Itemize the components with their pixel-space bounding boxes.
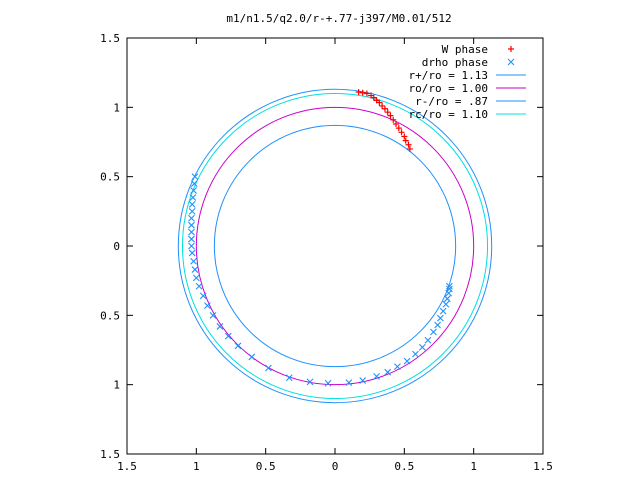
- drho-phase-point: [446, 282, 453, 290]
- drho-phase-point: [439, 307, 447, 315]
- drho-phase-point: [443, 295, 451, 303]
- y-tick-labels: 1.5 1 0.5 0 0.5 1 1.5: [100, 32, 120, 461]
- data-points: [188, 89, 453, 387]
- drho-phase-point: [209, 311, 217, 319]
- drho-phase-point: [412, 350, 419, 358]
- y-tick-label: 0: [113, 240, 120, 253]
- w-phase-point: [355, 89, 362, 96]
- drho-phase-point: [190, 187, 197, 194]
- legend-label: r-/ro = .87: [415, 95, 488, 108]
- drho-phase-point: [394, 363, 401, 371]
- circle-curves: [177, 88, 493, 404]
- legend-label: ro/ro = 1.00: [409, 82, 488, 95]
- x-tick-label: 1.5: [117, 460, 137, 473]
- circle-curve: [181, 92, 489, 400]
- w-phase-point: [401, 133, 408, 140]
- w-phase-point: [390, 116, 397, 123]
- drho-phase-point: [188, 249, 196, 257]
- drho-phase-point: [248, 353, 256, 361]
- drho-phase-point: [216, 323, 224, 330]
- drho-phase-point: [436, 314, 444, 322]
- drho-phase-point: [384, 368, 392, 376]
- w-phase-point: [393, 120, 400, 127]
- drho-phase-point: [403, 357, 411, 365]
- drho-phase-point: [285, 374, 293, 382]
- x-tick-label: 0: [332, 460, 339, 473]
- drho-phase-point: [191, 266, 199, 273]
- y-tick-label: 1: [113, 101, 120, 114]
- x-tick-label: 0.5: [394, 460, 414, 473]
- drho-phase-point: [190, 257, 197, 265]
- chart-title: m1/n1.5/q2.0/r-+.77-j397/M0.01/512: [226, 12, 451, 25]
- drho-phase-point: [430, 328, 437, 336]
- w-phase-point: [359, 89, 366, 96]
- drho-phase-point: [188, 242, 195, 250]
- w-phase-point: [395, 125, 402, 132]
- w-phase-point: [387, 112, 394, 119]
- drho-phase-point: [189, 194, 197, 201]
- legend-label: W phase: [442, 43, 488, 56]
- drho-phase-point: [442, 300, 450, 308]
- w-phase-point: [402, 137, 409, 144]
- drho-phase-point: [234, 342, 242, 350]
- y-tick-label: 1: [113, 379, 120, 392]
- drho-phase-point: [424, 336, 432, 344]
- drho-phase-point: [191, 173, 199, 181]
- drho-phase-point: [190, 180, 198, 187]
- y-tick-label: 1.5: [100, 448, 120, 461]
- legend-w-phase-marker: [508, 46, 514, 52]
- w-phase-point: [381, 105, 388, 112]
- drho-phase-point: [324, 379, 332, 387]
- circle-curve: [195, 106, 475, 386]
- circle-curve: [213, 124, 457, 368]
- drho-phase-point: [188, 228, 195, 236]
- drho-phase-point: [373, 372, 380, 380]
- circle-curve: [177, 88, 493, 404]
- drho-phase-point: [188, 201, 196, 208]
- drho-phase-point: [204, 302, 211, 310]
- drho-phase-point: [306, 378, 314, 386]
- w-phase-point: [406, 145, 413, 152]
- y-tick-label: 0.5: [100, 309, 120, 322]
- x-tick-label: 1: [193, 460, 200, 473]
- y-tick-label: 0.5: [100, 171, 120, 184]
- x-tick-label: 1: [470, 460, 477, 473]
- drho-phase-point: [345, 379, 353, 386]
- x-tick-labels: 1.5 1 0.5 0 0.5 1 1.5: [117, 460, 553, 473]
- x-tick-label: 1.5: [533, 460, 553, 473]
- w-phase-point: [370, 94, 377, 101]
- w-phase-point: [379, 102, 386, 109]
- w-phase-point: [398, 129, 405, 136]
- drho-phase-point: [199, 292, 207, 300]
- drho-phase-point: [192, 274, 200, 282]
- drho-phase-point: [195, 282, 203, 290]
- w-phase-point: [384, 109, 391, 116]
- drho-phase-point: [418, 343, 426, 351]
- drho-phase-point: [188, 207, 196, 215]
- drho-phase-point: [359, 377, 367, 384]
- drho-phase-point: [446, 285, 453, 293]
- legend-label: drho phase: [422, 56, 488, 69]
- legend-label: rc/ro = 1.10: [409, 108, 488, 121]
- drho-phase-point: [434, 321, 442, 329]
- drho-phase-point: [265, 364, 272, 372]
- drho-phase-point: [224, 332, 232, 340]
- y-tick-label: 1.5: [100, 32, 120, 45]
- x-tick-label: 0.5: [256, 460, 276, 473]
- legend-drho-phase-marker: [507, 58, 515, 66]
- w-phase-point: [363, 90, 370, 97]
- drho-phase-point: [188, 235, 195, 243]
- w-phase-point: [405, 141, 412, 148]
- legend-label: r+/ro = 1.13: [409, 69, 488, 82]
- drho-phase-point: [188, 214, 195, 222]
- drho-phase-point: [188, 221, 195, 229]
- w-phase-point: [376, 99, 383, 106]
- axis-ticks: [126, 37, 544, 455]
